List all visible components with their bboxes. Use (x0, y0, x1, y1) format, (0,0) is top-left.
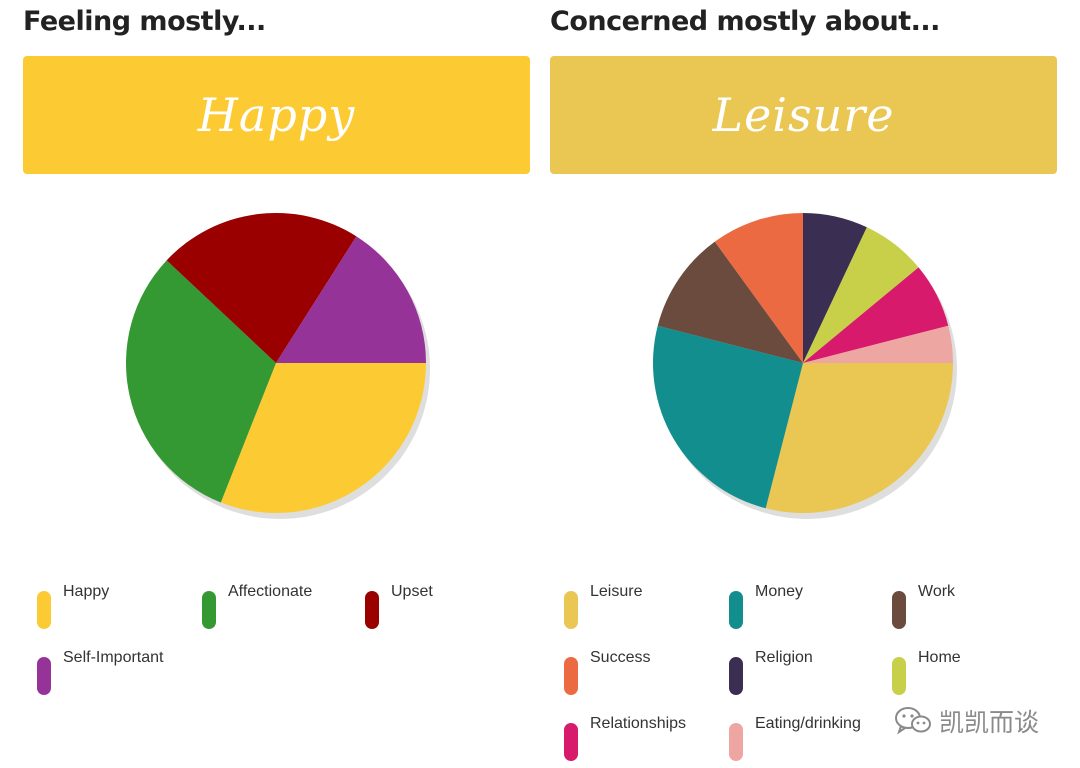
legend-swatch (892, 657, 906, 695)
legend-label: Happy (63, 583, 110, 600)
legend-swatch (37, 591, 51, 629)
concern-pie-chart (653, 213, 957, 519)
legend-swatch (729, 657, 743, 695)
legend-label: Leisure (590, 583, 643, 600)
feeling-panel: Feeling mostly... Happy Happy Affectionat… (23, 0, 530, 768)
legend-swatch (729, 723, 743, 761)
legend-label: Relationships (590, 715, 687, 732)
feeling-banner-text: Happy (197, 88, 356, 142)
legend-swatch (564, 591, 578, 629)
legend-swatch (564, 723, 578, 761)
pie-slice-affectionate (125, 260, 276, 503)
legend-label: Home (918, 649, 961, 666)
legend-label: Eating/drinking (755, 715, 861, 732)
legend-swatch (202, 591, 216, 629)
legend-swatch (37, 657, 51, 695)
pie-slice-leisure (765, 363, 953, 513)
pie-slice-eating-drinking (803, 325, 953, 363)
pie-slice-happy (220, 363, 426, 513)
legend-swatch (729, 591, 743, 629)
pie-slice-upset (166, 213, 357, 363)
legend-label: Religion (755, 649, 813, 666)
concern-banner-text: Leisure (712, 88, 895, 142)
watermark: 凯凯而谈 (893, 703, 1039, 739)
legend-label: Upset (391, 583, 433, 600)
watermark-text: 凯凯而谈 (939, 708, 1040, 737)
legend-swatch (892, 591, 906, 629)
legend-label: Self-Important (63, 649, 164, 666)
concern-panel: Concerned mostly about... Leisure Leisur… (550, 0, 1057, 768)
pie-slice-self-important (276, 236, 426, 363)
wechat-icon (895, 707, 931, 735)
legend-swatch (365, 591, 379, 629)
feeling-heading: Feeling mostly... (23, 6, 266, 37)
pie-slice-relationships (803, 267, 949, 363)
legend-label: Affectionate (228, 583, 313, 600)
legend-swatch (564, 657, 578, 695)
pie-slice-religion (803, 213, 867, 363)
pie-slice-work (657, 241, 803, 363)
pie-slice-home (803, 227, 919, 363)
legend-label: Work (918, 583, 956, 600)
feeling-pie-chart (125, 213, 430, 519)
concern-heading: Concerned mostly about... (550, 6, 940, 37)
feeling-banner: Happy (23, 56, 530, 174)
pie-slice-success (714, 213, 803, 363)
legend-label: Success (590, 649, 651, 666)
concern-banner: Leisure (550, 56, 1057, 174)
legend-label: Money (755, 583, 804, 600)
pie-slice-money (653, 325, 803, 509)
